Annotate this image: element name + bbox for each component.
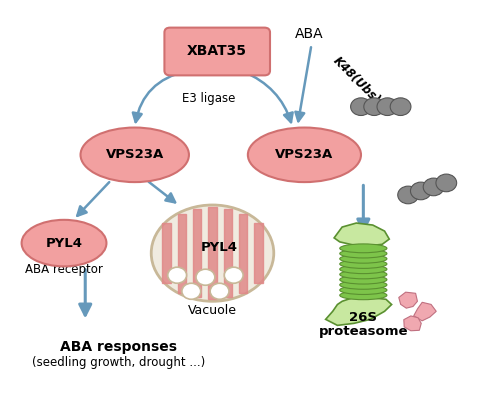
Text: ABA responses: ABA responses [60, 340, 177, 354]
Circle shape [196, 269, 215, 285]
Circle shape [351, 98, 371, 115]
FancyArrow shape [254, 223, 263, 283]
Circle shape [168, 267, 187, 283]
FancyArrow shape [193, 209, 201, 298]
FancyArrow shape [208, 207, 217, 299]
Ellipse shape [340, 265, 387, 274]
Text: PYL4: PYL4 [201, 241, 238, 254]
Circle shape [210, 283, 229, 299]
Text: VPS23A: VPS23A [106, 148, 164, 161]
Ellipse shape [340, 291, 387, 300]
Circle shape [410, 182, 431, 200]
Text: ABA receptor: ABA receptor [25, 263, 103, 276]
Ellipse shape [340, 254, 387, 263]
Polygon shape [414, 302, 436, 321]
Text: E3 ligase: E3 ligase [182, 92, 235, 105]
Text: PYL4: PYL4 [46, 237, 82, 250]
Polygon shape [334, 223, 389, 246]
Circle shape [182, 283, 201, 299]
Circle shape [398, 186, 418, 204]
Ellipse shape [340, 285, 387, 294]
FancyBboxPatch shape [164, 28, 270, 75]
Ellipse shape [340, 270, 387, 279]
Text: K48(Ubs): K48(Ubs) [330, 54, 382, 107]
Ellipse shape [248, 127, 361, 182]
Circle shape [377, 98, 398, 115]
Circle shape [364, 98, 384, 115]
Ellipse shape [340, 244, 387, 253]
Polygon shape [404, 316, 421, 331]
Text: Vacuole: Vacuole [188, 303, 237, 316]
Ellipse shape [340, 260, 387, 268]
Polygon shape [326, 297, 392, 325]
Circle shape [390, 98, 411, 115]
Ellipse shape [340, 275, 387, 284]
FancyArrow shape [163, 223, 171, 283]
Circle shape [436, 174, 457, 192]
FancyArrow shape [239, 214, 247, 293]
Text: VPS23A: VPS23A [275, 148, 333, 161]
Text: XBAT35: XBAT35 [187, 44, 247, 59]
Ellipse shape [151, 205, 274, 301]
Text: 26S: 26S [349, 311, 378, 324]
Text: proteasome: proteasome [319, 325, 408, 338]
FancyArrow shape [223, 209, 232, 298]
Text: (seedling growth, drought ...): (seedling growth, drought ...) [31, 356, 205, 369]
Ellipse shape [340, 249, 387, 258]
Ellipse shape [81, 127, 189, 182]
Circle shape [423, 178, 444, 196]
FancyArrow shape [178, 214, 186, 293]
Circle shape [224, 267, 243, 283]
Text: ABA: ABA [295, 28, 324, 41]
Ellipse shape [340, 280, 387, 289]
Ellipse shape [22, 220, 107, 266]
Polygon shape [399, 292, 417, 308]
